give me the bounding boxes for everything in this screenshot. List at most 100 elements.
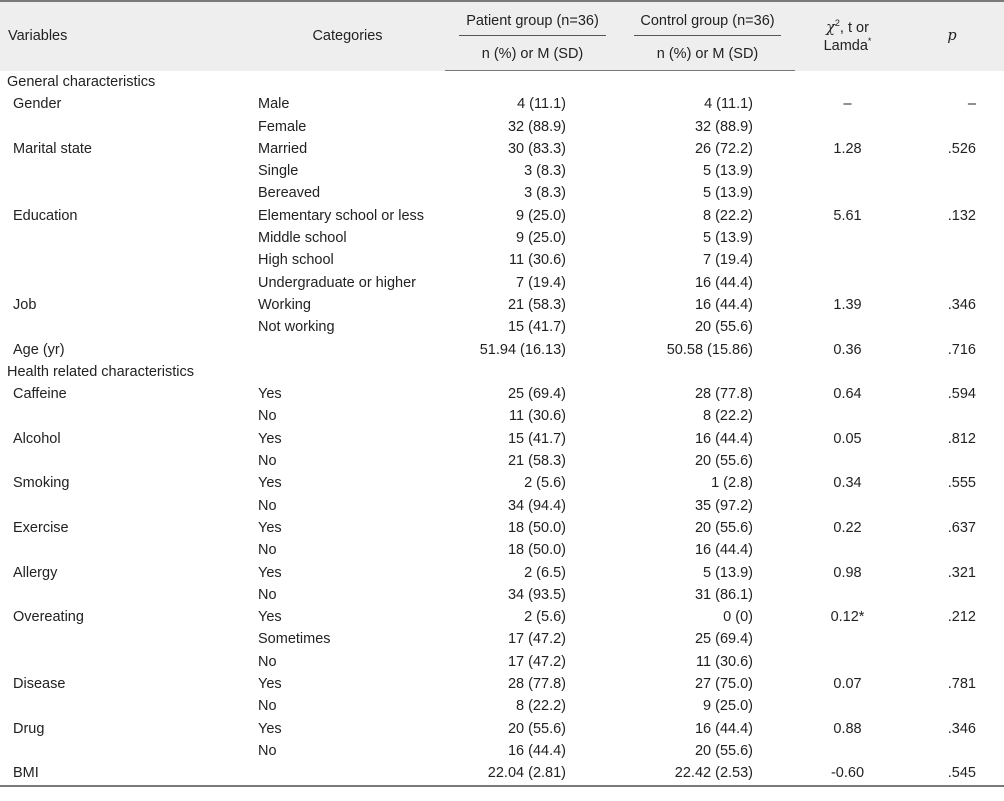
cell-p-value: .346 — [947, 296, 976, 313]
cell-variable — [0, 227, 250, 249]
cell-variable: Education — [13, 207, 78, 224]
table-row: Allergy Yes 2 (6.5) 5 (13.9) 0.98 .321 — [0, 562, 1004, 584]
cell-control: 8 (22.2) — [703, 408, 753, 425]
cell-p-value: .321 — [947, 564, 976, 581]
cell-statistic: 5.61 — [833, 207, 862, 224]
cell-p-value — [900, 584, 1004, 606]
header-control-sub: n (%) or M (SD) — [620, 38, 795, 71]
cell-p-value — [900, 405, 1004, 427]
cell-control: 11 (30.6) — [696, 653, 753, 670]
table-row: No 18 (50.0) 16 (44.4) — [0, 539, 1004, 561]
cell-variable — [0, 249, 250, 271]
table-row: Smoking Yes 2 (5.6) 1 (2.8) 0.34 .555 — [0, 472, 1004, 494]
cell-statistic — [795, 316, 900, 338]
cell-control: 20 (55.6) — [694, 519, 753, 536]
cell-variable: Disease — [13, 676, 66, 693]
table-row: Exercise Yes 18 (50.0) 20 (55.6) 0.22 .637 — [0, 517, 1004, 539]
cell-patient: 9 (25.0) — [516, 207, 566, 224]
cell-category: Not working — [258, 319, 335, 336]
cell-patient: 15 (41.7) — [507, 319, 566, 336]
cell-control: 28 (77.8) — [694, 386, 753, 403]
cell-category: Single — [258, 163, 299, 180]
cell-p-value: – — [967, 96, 976, 113]
cell-patient: 2 (5.6) — [524, 609, 566, 626]
cell-statistic — [795, 116, 900, 138]
cell-variable — [0, 405, 250, 427]
cell-statistic — [795, 160, 900, 182]
cell-p-value: .781 — [947, 676, 976, 693]
cell-statistic — [795, 584, 900, 606]
cell-control: 27 (75.0) — [694, 676, 753, 693]
cell-statistic — [795, 227, 900, 249]
header-patient-group: Patient group (n=36) — [445, 0, 620, 38]
cell-control: 16 (44.4) — [694, 274, 753, 291]
cell-category: Female — [258, 118, 307, 135]
cell-control: 16 (44.4) — [694, 430, 753, 447]
cell-control: 5 (13.9) — [703, 564, 753, 581]
cell-patient: 18 (50.0) — [507, 519, 566, 536]
cell-control: 5 (13.9) — [703, 163, 753, 180]
cell-control: 16 (44.4) — [694, 720, 753, 737]
cell-variable — [0, 628, 250, 650]
cell-category: Sometimes — [258, 631, 331, 648]
cell-category: Working — [258, 296, 311, 313]
cell-patient: 22.04 (2.81) — [445, 762, 620, 787]
cell-variable — [0, 160, 250, 182]
cell-variable — [0, 584, 250, 606]
table-row: Age (yr) 51.94 (16.13) 50.58 (15.86) 0.36 .7… — [0, 339, 1004, 361]
cell-control: 35 (97.2) — [694, 497, 753, 514]
cell-variable: Exercise — [13, 519, 69, 536]
cell-variable — [0, 272, 250, 294]
cell-p-value — [900, 651, 1004, 673]
cell-statistic: 0.98 — [833, 564, 862, 581]
cell-category: Yes — [258, 676, 282, 693]
cell-p-value — [900, 160, 1004, 182]
cell-patient: 17 (47.2) — [507, 653, 566, 670]
cell-patient: 16 (44.4) — [507, 742, 566, 759]
cell-p-value — [900, 227, 1004, 249]
cell-variable: Drug — [13, 720, 45, 737]
cell-p-value — [900, 450, 1004, 472]
cell-statistic — [795, 628, 900, 650]
cell-patient: 7 (19.4) — [516, 274, 566, 291]
cell-variable — [0, 695, 250, 717]
table-row: No 21 (58.3) 20 (55.6) — [0, 450, 1004, 472]
cell-statistic: 0.05 — [833, 430, 862, 447]
header-variables: Variables — [0, 0, 250, 71]
table-row: Overeating Yes 2 (5.6) 0 (0) 0.12* .212 — [0, 606, 1004, 628]
cell-variable — [0, 651, 250, 673]
cell-statistic: 0.36 — [833, 341, 862, 358]
cell-control: 4 (11.1) — [704, 96, 753, 113]
cell-variable — [0, 316, 250, 338]
cell-statistic: 1.28 — [833, 140, 862, 157]
cell-p-value — [900, 249, 1004, 271]
cell-statistic — [795, 695, 900, 717]
table-row: Not working 15 (41.7) 20 (55.6) — [0, 316, 1004, 338]
cell-statistic — [795, 539, 900, 561]
cell-variable — [0, 182, 250, 204]
header-chi-symbol: χ — [826, 20, 835, 37]
table-row: Marital state Married 30 (83.3) 26 (72.2) 1.… — [0, 138, 1004, 160]
section-heading: General characteristics — [7, 74, 156, 90]
cell-control: 8 (22.2) — [703, 207, 753, 224]
table-row: Caffeine Yes 25 (69.4) 28 (77.8) 0.64 .594 — [0, 383, 1004, 405]
cell-variable: Age (yr) — [13, 341, 65, 358]
header-categories: Categories — [250, 0, 445, 71]
header-statistic: χ2, t or Lamda* — [795, 0, 900, 71]
cell-category: No — [258, 453, 277, 470]
table-row: High school 11 (30.6) 7 (19.4) — [0, 249, 1004, 271]
cell-p-value: .346 — [947, 720, 976, 737]
cell-p-value: .526 — [947, 140, 976, 157]
cell-statistic: 0.12* — [830, 609, 865, 626]
cell-p-value — [900, 740, 1004, 762]
cell-variable: BMI — [0, 762, 250, 787]
cell-category: Yes — [258, 720, 282, 737]
cell-control: 16 (44.4) — [694, 542, 753, 559]
cell-category: No — [258, 497, 277, 514]
cell-statistic — [795, 740, 900, 762]
cell-patient: 18 (50.0) — [507, 542, 566, 559]
header-stat-star: * — [867, 36, 872, 47]
cell-patient: 11 (30.6) — [509, 252, 566, 269]
cell-statistic — [795, 405, 900, 427]
table-row: BMI 22.04 (2.81) 22.42 (2.53) -0.60.545 — [0, 762, 1004, 787]
